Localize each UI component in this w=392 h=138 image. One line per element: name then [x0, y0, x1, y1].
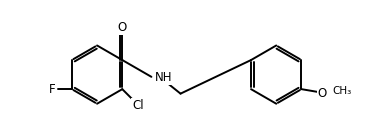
- Text: NH: NH: [155, 71, 172, 84]
- Text: Cl: Cl: [132, 99, 144, 112]
- Text: CH₃: CH₃: [332, 86, 352, 96]
- Text: F: F: [49, 83, 55, 96]
- Text: O: O: [318, 87, 327, 100]
- Text: O: O: [118, 21, 127, 34]
